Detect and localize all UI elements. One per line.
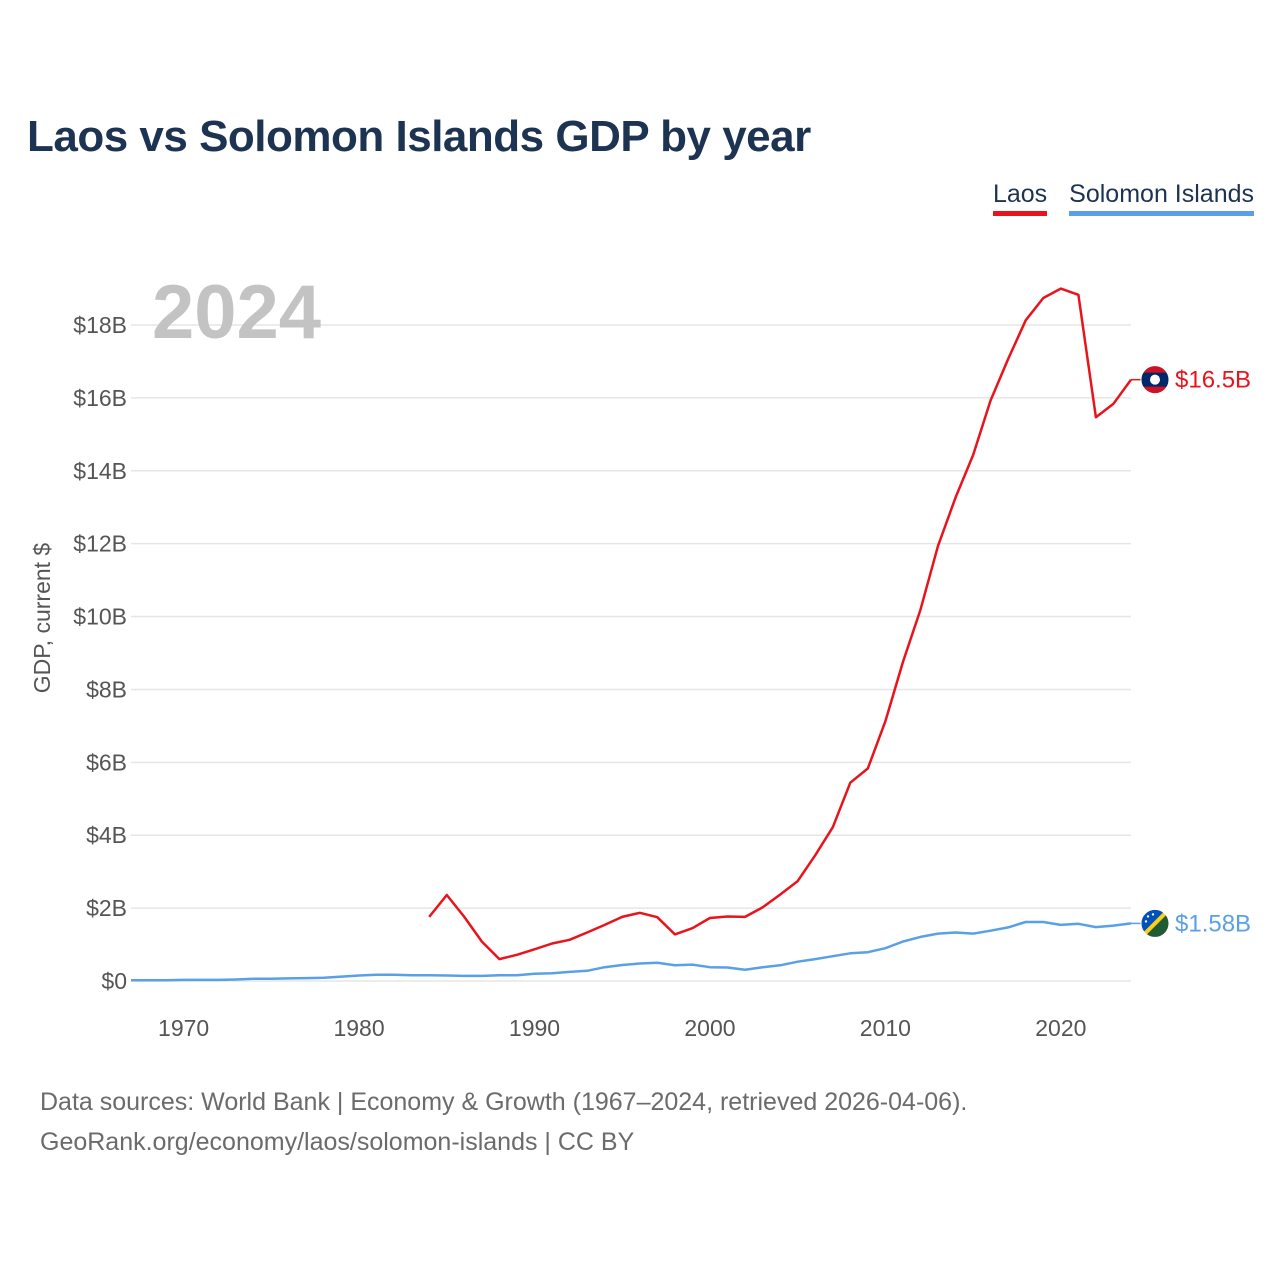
y-tick-label: $16B [73,385,127,411]
series-end-markers: $16.5B $1.58B [1131,365,1251,938]
x-tick-label: 2010 [860,1015,911,1041]
legend-item-laos[interactable]: Laos [992,180,1048,216]
y-axis-ticks: $0 $2B $4B $6B $8B $10B $12B $14B $16B $18B [73,312,127,994]
legend: Laos Solomon Islands [992,180,1254,216]
y-tick-label: $2B [86,895,127,921]
y-tick-label: $14B [73,458,127,484]
x-tick-label: 1970 [158,1015,209,1041]
gridlines [131,324,1131,982]
footer: Data sources: World Bank | Economy & Gro… [40,1082,967,1162]
y-tick-label: $6B [86,749,127,775]
y-tick-label: $4B [86,822,127,848]
data-sources-note: Data sources: World Bank | Economy & Gro… [40,1088,968,1116]
y-tick-label: $0 [101,968,127,994]
series-line-laos[interactable] [428,287,1133,961]
y-tick-label: $18B [73,312,127,338]
legend-item-solomon-islands[interactable]: Solomon Islands [1069,180,1254,216]
y-tick-label: $8B [86,676,127,702]
y-axis-label: GDP, current $ [29,543,55,694]
x-tick-label: 1980 [333,1015,384,1041]
series-line-solomon-islands[interactable] [131,920,1132,982]
end-value-label: $16.5B [1175,367,1251,394]
solomon-islands-flag-icon [1140,908,1170,938]
series-lines [131,287,1133,982]
y-tick-label: $10B [73,604,127,630]
current-year-label: 2024 [152,270,321,355]
x-tick-label: 1990 [509,1015,560,1041]
y-tick-label: $12B [73,531,127,557]
x-tick-label: 2020 [1035,1015,1086,1041]
end-value-label: $1.58B [1175,910,1251,937]
chart-title: Laos vs Solomon Islands GDP by year [27,112,811,161]
laos-flag-icon [1140,365,1170,395]
attribution-link[interactable]: GeoRank.org/economy/laos/solomon-islands… [40,1128,635,1156]
x-axis-ticks: 1970 1980 1990 2000 2010 2020 [158,1015,1086,1041]
x-tick-label: 2000 [684,1015,735,1041]
